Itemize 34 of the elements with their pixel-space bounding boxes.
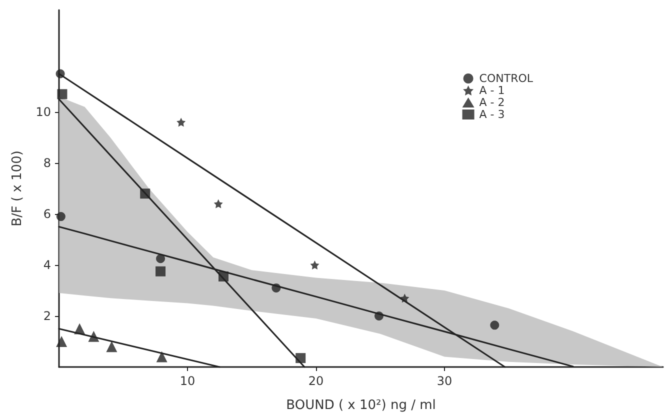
x-tick-label: 30 bbox=[436, 374, 452, 388]
x-tick-label: 10 bbox=[180, 374, 196, 388]
point bbox=[400, 294, 410, 303]
legend-label: A - 3 bbox=[479, 108, 505, 121]
point bbox=[176, 118, 186, 127]
y-tick-label: 2 bbox=[43, 309, 51, 323]
point bbox=[74, 323, 86, 334]
point bbox=[106, 341, 118, 352]
legend-label: A - 1 bbox=[479, 84, 505, 97]
x-tick-label: 20 bbox=[308, 374, 324, 388]
point bbox=[56, 336, 68, 347]
y-tick-label: 10 bbox=[36, 105, 51, 119]
point bbox=[88, 330, 100, 342]
point bbox=[490, 320, 500, 330]
point bbox=[218, 271, 228, 282]
point bbox=[156, 266, 166, 276]
point bbox=[156, 351, 168, 362]
legend-label: CONTROL bbox=[479, 72, 534, 85]
x-axis-title: BOUND ( x 10²) ng / ml bbox=[286, 398, 436, 413]
point bbox=[140, 188, 150, 199]
point bbox=[272, 283, 281, 292]
point bbox=[296, 353, 306, 364]
point bbox=[56, 212, 66, 222]
point bbox=[56, 69, 65, 78]
point bbox=[156, 254, 166, 264]
y-axis-title: B/F ( x 100) bbox=[10, 150, 25, 226]
y-tick-label: 8 bbox=[43, 156, 51, 170]
legend-label: A - 2 bbox=[479, 96, 505, 109]
point bbox=[310, 260, 320, 270]
y-tick-label: 6 bbox=[43, 207, 51, 221]
point bbox=[57, 89, 68, 100]
point bbox=[214, 199, 223, 208]
point bbox=[374, 312, 384, 320]
y-tick-label: 4 bbox=[43, 258, 51, 272]
